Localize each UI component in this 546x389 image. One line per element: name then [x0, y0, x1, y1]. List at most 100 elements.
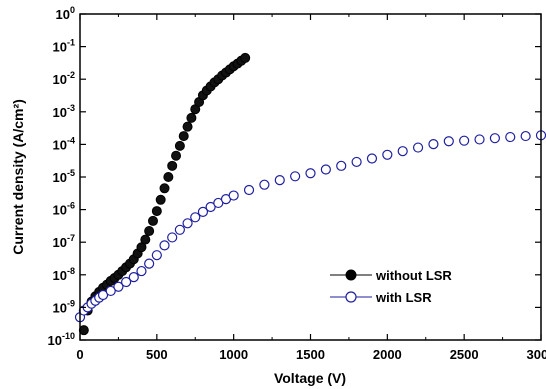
legend: without LSR with LSR [330, 268, 452, 305]
data-point [259, 179, 270, 190]
data-point [459, 135, 470, 146]
data-point [147, 215, 158, 226]
y-tick-label: 10-9 [53, 298, 75, 315]
data-point [174, 140, 185, 151]
y-tick-base: 10 [53, 170, 67, 185]
data-point [174, 224, 185, 235]
data-point [305, 168, 316, 179]
y-tick-label: 10-5 [53, 168, 75, 185]
legend-marker-without-lsr [345, 269, 357, 281]
data-point [97, 289, 109, 301]
data-point [167, 160, 178, 171]
data-point [151, 206, 162, 217]
series-with-lsr [74, 130, 546, 323]
y-tick-base: 10 [53, 235, 67, 250]
data-point [155, 194, 166, 205]
data-point [167, 232, 178, 243]
x-tick-label: 500 [146, 347, 168, 362]
y-tick-exponent: -8 [67, 266, 75, 276]
data-point [274, 175, 285, 186]
data-point [182, 218, 193, 229]
series-without-lsr [78, 52, 251, 336]
y-tick-label: 10-4 [53, 135, 75, 152]
data-point [190, 212, 201, 223]
x-tick-label: 2000 [373, 347, 402, 362]
y-tick-label: 10-1 [53, 38, 75, 55]
y-tick-base: 10 [53, 300, 67, 315]
data-point [489, 133, 500, 144]
data-point [144, 226, 155, 237]
x-tick-label: 3000 [527, 347, 546, 362]
y-tick-label: 10-8 [53, 266, 75, 283]
data-point [178, 131, 189, 142]
data-point [336, 160, 347, 171]
y-tick-base: 10 [53, 203, 67, 218]
y-tick-base: 10 [53, 268, 67, 283]
y-tick-exponent: -3 [67, 103, 75, 113]
data-point [428, 139, 439, 150]
y-tick-label: 10-7 [53, 233, 75, 250]
ticks-layer: 05001000150020002500300010010-110-210-31… [48, 5, 546, 362]
y-tick-exponent: -5 [67, 168, 75, 178]
y-tick-base: 10 [48, 333, 62, 348]
y-tick-base: 10 [56, 7, 70, 22]
data-point [197, 206, 209, 218]
y-tick-exponent: -9 [67, 298, 75, 308]
data-point [366, 153, 378, 164]
y-tick-exponent: -2 [67, 70, 75, 80]
data-point [240, 52, 251, 63]
y-tick-exponent: -7 [67, 233, 75, 243]
data-point [151, 250, 162, 261]
x-tick-label: 1000 [219, 347, 248, 362]
data-point [290, 171, 301, 182]
data-point [320, 164, 331, 175]
y-tick-exponent: -6 [67, 201, 75, 211]
data-point [205, 201, 216, 213]
y-tick-label: 10-10 [48, 331, 75, 348]
y-tick-label: 10-2 [53, 70, 75, 87]
data-point [159, 240, 170, 251]
data-point [128, 272, 139, 283]
data-point [159, 183, 170, 194]
y-tick-label: 100 [56, 5, 75, 22]
x-tick-label: 0 [76, 347, 83, 362]
y-tick-base: 10 [53, 40, 67, 55]
data-point [140, 234, 151, 245]
data-point [505, 131, 516, 143]
y-tick-exponent: -1 [67, 38, 75, 48]
y-tick-base: 10 [53, 105, 67, 120]
data-point [171, 150, 182, 161]
data-point [105, 285, 116, 297]
data-point [443, 136, 454, 147]
legend-marker-with-lsr [345, 291, 357, 303]
y-tick-base: 10 [53, 137, 67, 152]
data-point [520, 130, 531, 142]
data-point [351, 156, 362, 168]
data-point [120, 276, 132, 288]
x-axis-title: Voltage (V) [274, 370, 346, 386]
y-tick-base: 10 [53, 72, 67, 87]
data-point [144, 258, 155, 269]
data-point [397, 146, 408, 157]
data-point [182, 121, 193, 132]
data-point [243, 184, 255, 196]
y-tick-exponent: 0 [70, 5, 75, 15]
data-point [163, 172, 174, 182]
data-point [474, 134, 485, 145]
x-tick-label: 1500 [296, 347, 325, 362]
y-axis-title: Current density (A/cm²) [10, 99, 26, 255]
data-point [136, 265, 147, 277]
legend-label-without-lsr: without LSR [375, 268, 452, 283]
data-point [186, 112, 197, 123]
data-point [382, 149, 393, 160]
data-point [228, 190, 239, 201]
y-tick-exponent: -4 [67, 135, 75, 145]
data-point [113, 281, 124, 292]
x-tick-label: 2500 [450, 347, 479, 362]
data-point [412, 142, 424, 153]
y-tick-exponent: -10 [62, 331, 75, 341]
y-tick-label: 10-6 [53, 201, 75, 218]
data-layer [74, 52, 546, 336]
y-tick-label: 10-3 [53, 103, 75, 120]
